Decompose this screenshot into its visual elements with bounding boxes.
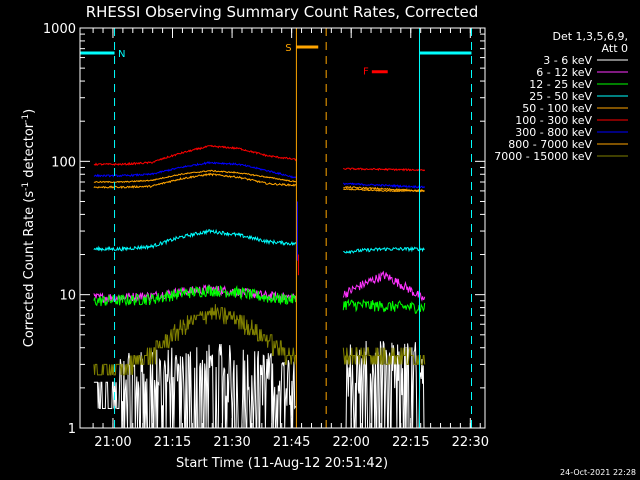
x-tick-label: 22:15 xyxy=(392,435,429,450)
legend-label: 25 - 50 keV xyxy=(529,90,592,103)
legend-label: 6 - 12 keV xyxy=(536,66,592,79)
interval-flag-label: N xyxy=(118,49,125,60)
y-axis-label-main: Corrected Count Rate (s xyxy=(22,191,37,348)
y-tick-label: 10 xyxy=(59,289,76,304)
chart-title: RHESSI Observing Summary Count Rates, Co… xyxy=(86,3,479,21)
series-line xyxy=(342,182,426,189)
y-tick-label: 1 xyxy=(68,422,76,437)
legend-label: 7000 - 15000 keV xyxy=(494,150,592,163)
legend-label: 12 - 25 keV xyxy=(529,78,592,91)
y-axis-label-sup2: -1 xyxy=(21,114,31,123)
series-line xyxy=(342,167,426,172)
x-tick-label: 22:30 xyxy=(452,435,489,450)
x-tick-label: 21:15 xyxy=(154,435,191,450)
series-line xyxy=(93,343,297,429)
plot-frame xyxy=(79,27,486,429)
x-tick-label: 21:45 xyxy=(273,435,310,450)
series-line xyxy=(93,284,297,307)
interval-flag-label: F xyxy=(363,67,369,78)
series-line xyxy=(93,228,297,252)
series-line xyxy=(342,270,426,302)
x-tick-label: 21:30 xyxy=(213,435,250,450)
x-axis-label: Start Time (11-Aug-12 20:51:42) xyxy=(176,456,388,471)
legend-label: 100 - 300 keV xyxy=(515,114,592,127)
series-line xyxy=(93,169,297,184)
legend-label: 300 - 800 keV xyxy=(515,126,592,139)
y-axis-label-end: ) xyxy=(22,109,37,114)
x-tick-label: 21:00 xyxy=(94,435,131,450)
timestamp: 24-Oct-2021 22:28 xyxy=(560,468,636,477)
legend-label: 3 - 6 keV xyxy=(543,54,592,67)
series-line xyxy=(93,144,297,167)
series-line xyxy=(342,298,426,314)
x-tick-label: 22:00 xyxy=(332,435,369,450)
legend-subtitle: Att 0 xyxy=(602,42,628,55)
legend-title: Det 1,3,5,6,9, xyxy=(552,30,628,43)
y-axis-label: Corrected Count Rate (s-1 detector-1) xyxy=(21,109,37,347)
y-axis: 1 10 100 1000 xyxy=(43,22,485,437)
series-line xyxy=(93,304,297,376)
legend-label: 50 - 100 keV xyxy=(522,102,592,115)
interval-flag-label: S xyxy=(285,43,291,54)
series-line xyxy=(343,245,425,255)
y-tick-label: 1000 xyxy=(43,22,76,37)
series-line xyxy=(93,172,297,190)
legend-label: 800 - 7000 keV xyxy=(508,138,592,151)
y-axis-label-mid: detector xyxy=(22,122,37,182)
series-line xyxy=(93,160,297,179)
y-tick-label: 100 xyxy=(51,155,76,170)
y-axis-label-sup1: -1 xyxy=(21,182,31,191)
series-line xyxy=(342,347,426,365)
x-axis: 21:00 21:15 21:30 21:45 22:00 22:15 22:30 xyxy=(92,28,489,450)
series-line xyxy=(343,188,425,193)
